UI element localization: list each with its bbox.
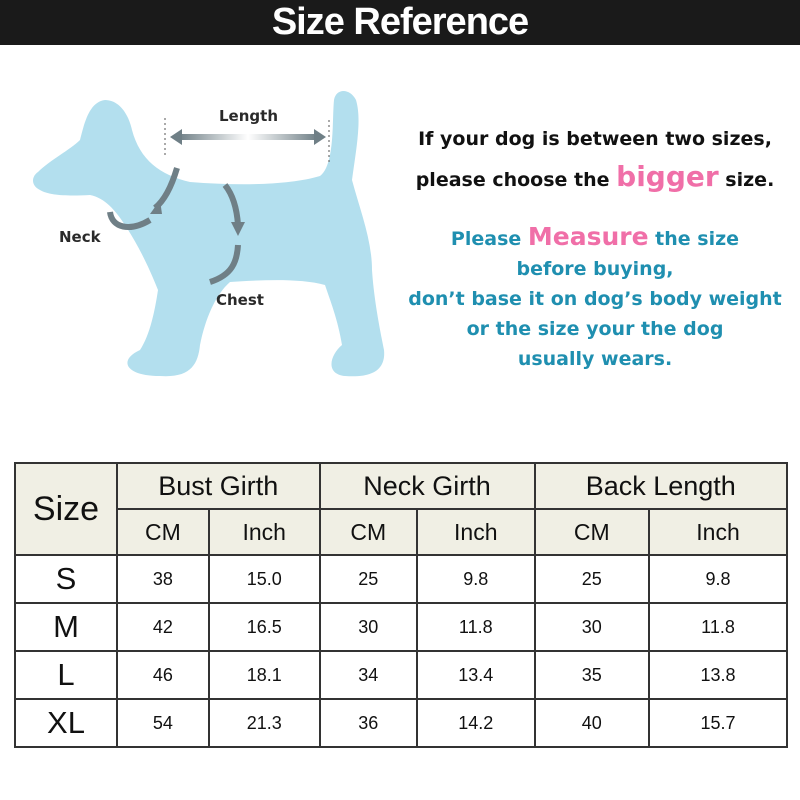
value-cell: 16.5 — [207, 602, 321, 652]
unit-header: Inch — [416, 508, 536, 556]
banner-title: Size Reference — [0, 0, 800, 45]
table-row: XL 54 21.3 36 14.2 40 15.7 — [14, 698, 788, 748]
measure-advice-note: Please Measure the size before buying, d… — [395, 222, 795, 374]
value-cell: 36 — [318, 698, 419, 748]
note-line-7: usually wears. — [517, 348, 673, 370]
unit-header: CM — [116, 508, 210, 556]
value-cell: 11.8 — [416, 602, 536, 652]
dog-silhouette — [33, 91, 385, 377]
measure-highlight: Measure — [527, 222, 649, 251]
table-row: M 42 16.5 30 11.8 30 11.8 — [14, 602, 788, 652]
chest-arrow-icon — [208, 183, 241, 285]
value-cell: 25 — [533, 554, 651, 604]
size-cell: L — [14, 650, 118, 700]
dog-measurement-diagram — [33, 91, 385, 377]
value-cell: 30 — [318, 602, 419, 652]
value-cell: 25 — [318, 554, 419, 604]
note-line-3: Please Measure the size — [395, 222, 795, 254]
table-row: S 38 15.0 25 9.8 25 9.8 — [14, 554, 788, 604]
value-cell: 30 — [533, 602, 651, 652]
length-arrow-icon — [170, 129, 326, 145]
note-line-6: or the size your the dog — [466, 318, 724, 340]
size-cell: S — [14, 554, 118, 604]
note-text: size. — [718, 169, 775, 191]
value-cell: 9.8 — [416, 554, 536, 604]
note-line-2: please choose the bigger size. — [395, 158, 795, 199]
table-row: L 46 18.1 34 13.4 35 13.8 — [14, 650, 788, 700]
value-cell: 34 — [318, 650, 419, 700]
value-cell: 15.0 — [207, 554, 321, 604]
value-cell: 46 — [116, 650, 210, 700]
note-line-1: If your dog is between two sizes, — [418, 128, 772, 150]
chest-label: Chest — [216, 291, 264, 309]
value-cell: 54 — [116, 698, 210, 748]
value-cell: 9.8 — [648, 554, 788, 604]
unit-header: CM — [533, 508, 651, 556]
neck-girth-header: Neck Girth — [318, 462, 536, 510]
unit-header: CM — [318, 508, 419, 556]
neck-label: Neck — [59, 228, 101, 246]
value-cell: 38 — [116, 554, 210, 604]
size-cell: M — [14, 602, 118, 652]
value-cell: 42 — [116, 602, 210, 652]
note-text: the size — [648, 228, 740, 250]
length-label: Length — [219, 107, 278, 125]
value-cell: 15.7 — [648, 698, 788, 748]
value-cell: 18.1 — [207, 650, 321, 700]
back-length-header: Back Length — [533, 462, 788, 510]
note-line-5: don’t base it on dog’s body weight — [408, 288, 782, 310]
value-cell: 13.4 — [416, 650, 536, 700]
value-cell: 35 — [533, 650, 651, 700]
note-text: Please — [450, 228, 528, 250]
value-cell: 11.8 — [648, 602, 788, 652]
size-cell: XL — [14, 698, 118, 748]
value-cell: 21.3 — [207, 698, 321, 748]
note-line-4: before buying, — [516, 258, 674, 280]
value-cell: 14.2 — [416, 698, 536, 748]
bust-girth-header: Bust Girth — [116, 462, 321, 510]
unit-header: Inch — [648, 508, 788, 556]
value-cell: 13.8 — [648, 650, 788, 700]
unit-header: Inch — [207, 508, 321, 556]
note-text: please choose the — [415, 169, 617, 191]
size-header: Size — [14, 462, 118, 556]
value-cell: 40 — [533, 698, 651, 748]
size-table: Size Bust Girth Neck Girth Back Length C… — [14, 462, 788, 748]
bigger-highlight: bigger — [616, 160, 719, 193]
size-advice-note: If your dog is between two sizes, please… — [395, 120, 795, 199]
